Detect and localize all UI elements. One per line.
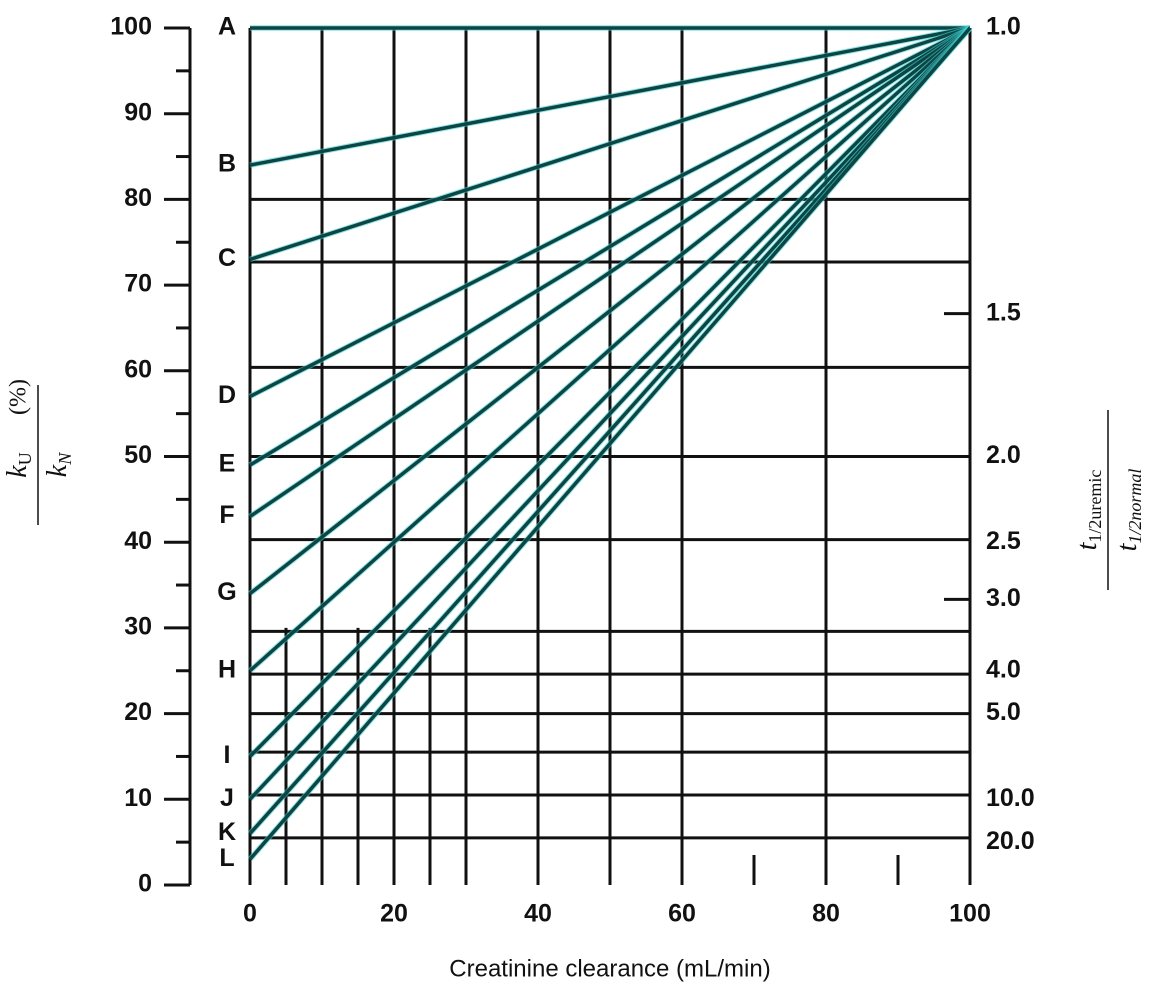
line [248,26,972,758]
line-label: G [217,578,236,606]
y2-tick-label: 20.0 [986,827,1035,855]
x-tick-label: 100 [949,900,991,928]
label-part: t [1112,542,1143,551]
line-label: I [224,741,231,769]
line [248,26,972,835]
y-tick-label: 70 [124,270,152,298]
line [248,26,972,595]
line [249,26,971,467]
y2-tick-label: 1.0 [986,13,1021,41]
y-tick-label: 20 [124,698,152,726]
line-label: E [219,450,236,478]
line-label: H [218,655,236,683]
label-numerator: kU [2,452,35,477]
label-part: 1/2uremic [1085,470,1105,543]
x-tick-label: 20 [380,900,408,928]
y2-tick-label: 4.0 [986,655,1021,683]
line-label: J [220,784,234,812]
label-suffix: (%) [6,379,32,415]
y-tick-label: 60 [124,355,152,383]
label-part: 1/2normal [1125,469,1145,544]
label-part: N [55,452,75,466]
y2-tick-label: 10.0 [986,784,1035,812]
y2-tick-label: 5.0 [986,698,1021,726]
y2-tick-label: 2.0 [986,441,1021,469]
x-tick-label: 40 [524,900,552,928]
y-tick-label: 100 [110,13,152,41]
line-label: K [218,818,236,846]
line [249,26,971,518]
label-part: U [15,452,35,465]
y-tick-label: 30 [124,613,152,641]
line [248,26,972,861]
label-part: k [42,464,73,477]
x-axis-label: Creatinine clearance (mL/min) [449,955,770,982]
y-tick-label: 50 [124,441,152,469]
line [249,26,971,167]
line-label: D [218,381,236,409]
y2-tick-label: 1.5 [986,298,1021,326]
x-tick-label: 0 [243,900,257,928]
label-denominator: t1/2normal [1112,469,1145,552]
x-tick-label: 80 [812,900,840,928]
y-tick-label: 80 [124,184,152,212]
y2-tick-label: 2.5 [986,527,1021,555]
line-label: A [218,13,236,41]
label-numerator: t1/2uremic [1072,470,1105,551]
y-tick-label: 10 [124,784,152,812]
line-label: B [218,150,236,178]
label-denominator: kN [42,452,75,477]
line-label: L [219,844,234,872]
label-part: k [2,465,33,478]
line-label: C [218,244,236,272]
x-tick-label: 60 [668,900,696,928]
y-tick-label: 40 [124,527,152,555]
label-part: t [1072,541,1103,550]
line-label: F [219,501,234,529]
y-tick-label: 0 [138,870,152,898]
line [249,26,971,399]
y2-tick-label: 3.0 [986,584,1021,612]
line [248,26,972,801]
line [249,26,971,262]
line [248,26,972,673]
y-tick-label: 90 [124,98,152,126]
